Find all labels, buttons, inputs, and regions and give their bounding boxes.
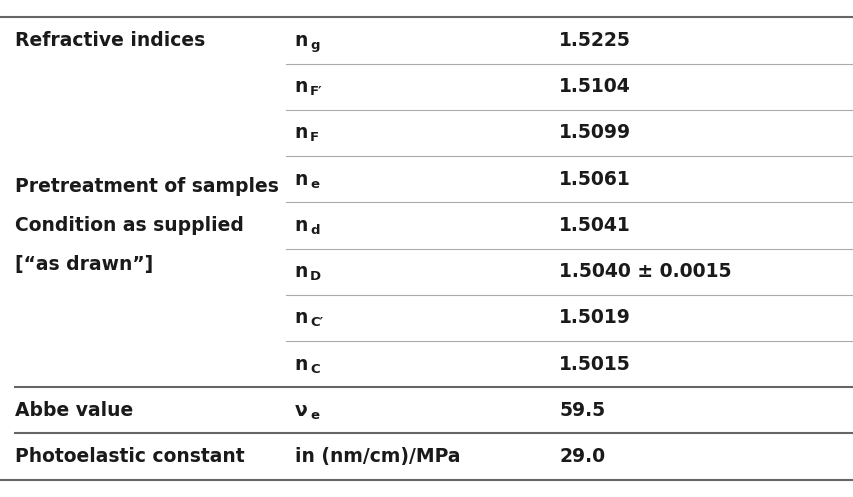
Text: D: D — [310, 270, 321, 283]
Text: d: d — [310, 224, 319, 237]
Text: 1.5041: 1.5041 — [559, 216, 630, 235]
Text: g: g — [310, 39, 319, 52]
Text: [“as drawn”]: [“as drawn”] — [15, 255, 154, 274]
Text: n: n — [294, 308, 308, 328]
Text: n: n — [294, 123, 308, 143]
Text: 1.5099: 1.5099 — [559, 123, 630, 143]
Text: Abbe value: Abbe value — [15, 401, 133, 420]
Text: n: n — [294, 31, 308, 50]
Text: Pretreatment of samples: Pretreatment of samples — [15, 176, 279, 196]
Text: n: n — [294, 262, 308, 281]
Text: ν: ν — [294, 401, 307, 420]
Text: e: e — [310, 409, 319, 422]
Text: C′: C′ — [310, 316, 322, 330]
Text: 1.5104: 1.5104 — [559, 77, 630, 96]
Text: F: F — [310, 131, 319, 145]
Text: 1.5019: 1.5019 — [559, 308, 630, 328]
Text: 29.0: 29.0 — [559, 447, 605, 466]
Text: 1.5061: 1.5061 — [559, 169, 630, 189]
Text: n: n — [294, 77, 308, 96]
Text: Condition as supplied: Condition as supplied — [15, 216, 244, 235]
Text: 1.5225: 1.5225 — [559, 31, 630, 50]
Text: 1.5015: 1.5015 — [559, 354, 630, 374]
Text: n: n — [294, 169, 308, 189]
Text: n: n — [294, 354, 308, 374]
Text: C: C — [310, 362, 319, 376]
Text: Refractive indices: Refractive indices — [15, 31, 206, 50]
Text: Photoelastic constant: Photoelastic constant — [15, 447, 245, 466]
Text: e: e — [310, 177, 319, 191]
Text: F′: F′ — [310, 85, 322, 98]
Text: n: n — [294, 216, 308, 235]
Text: 59.5: 59.5 — [559, 401, 605, 420]
Text: 1.5040 ± 0.0015: 1.5040 ± 0.0015 — [559, 262, 731, 281]
Text: in (nm/cm)/MPa: in (nm/cm)/MPa — [294, 447, 460, 466]
